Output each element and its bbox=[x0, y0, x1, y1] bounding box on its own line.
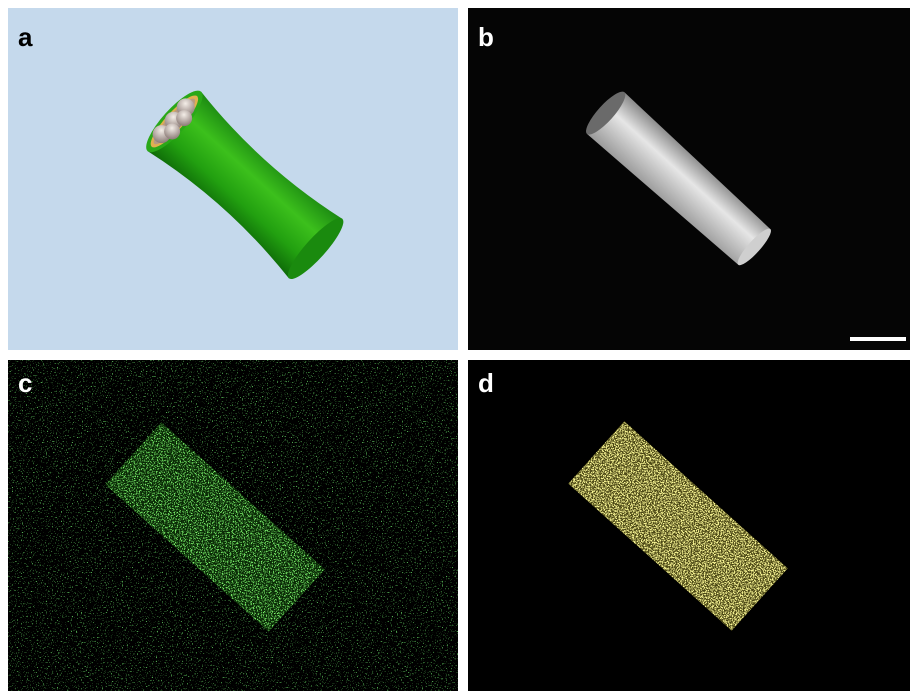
panel-label: a bbox=[18, 22, 33, 52]
panel-label: b bbox=[478, 22, 494, 52]
panel-a: a bbox=[8, 8, 458, 350]
panel-d: d bbox=[468, 360, 910, 691]
panel-label: d bbox=[478, 368, 494, 398]
panel-c: c bbox=[8, 360, 458, 691]
panel-b: b bbox=[468, 8, 910, 350]
page: a b c d (() => { const data = JSON.parse… bbox=[0, 0, 910, 691]
panel-label: c bbox=[18, 368, 32, 398]
figure: a b c d bbox=[0, 0, 910, 691]
